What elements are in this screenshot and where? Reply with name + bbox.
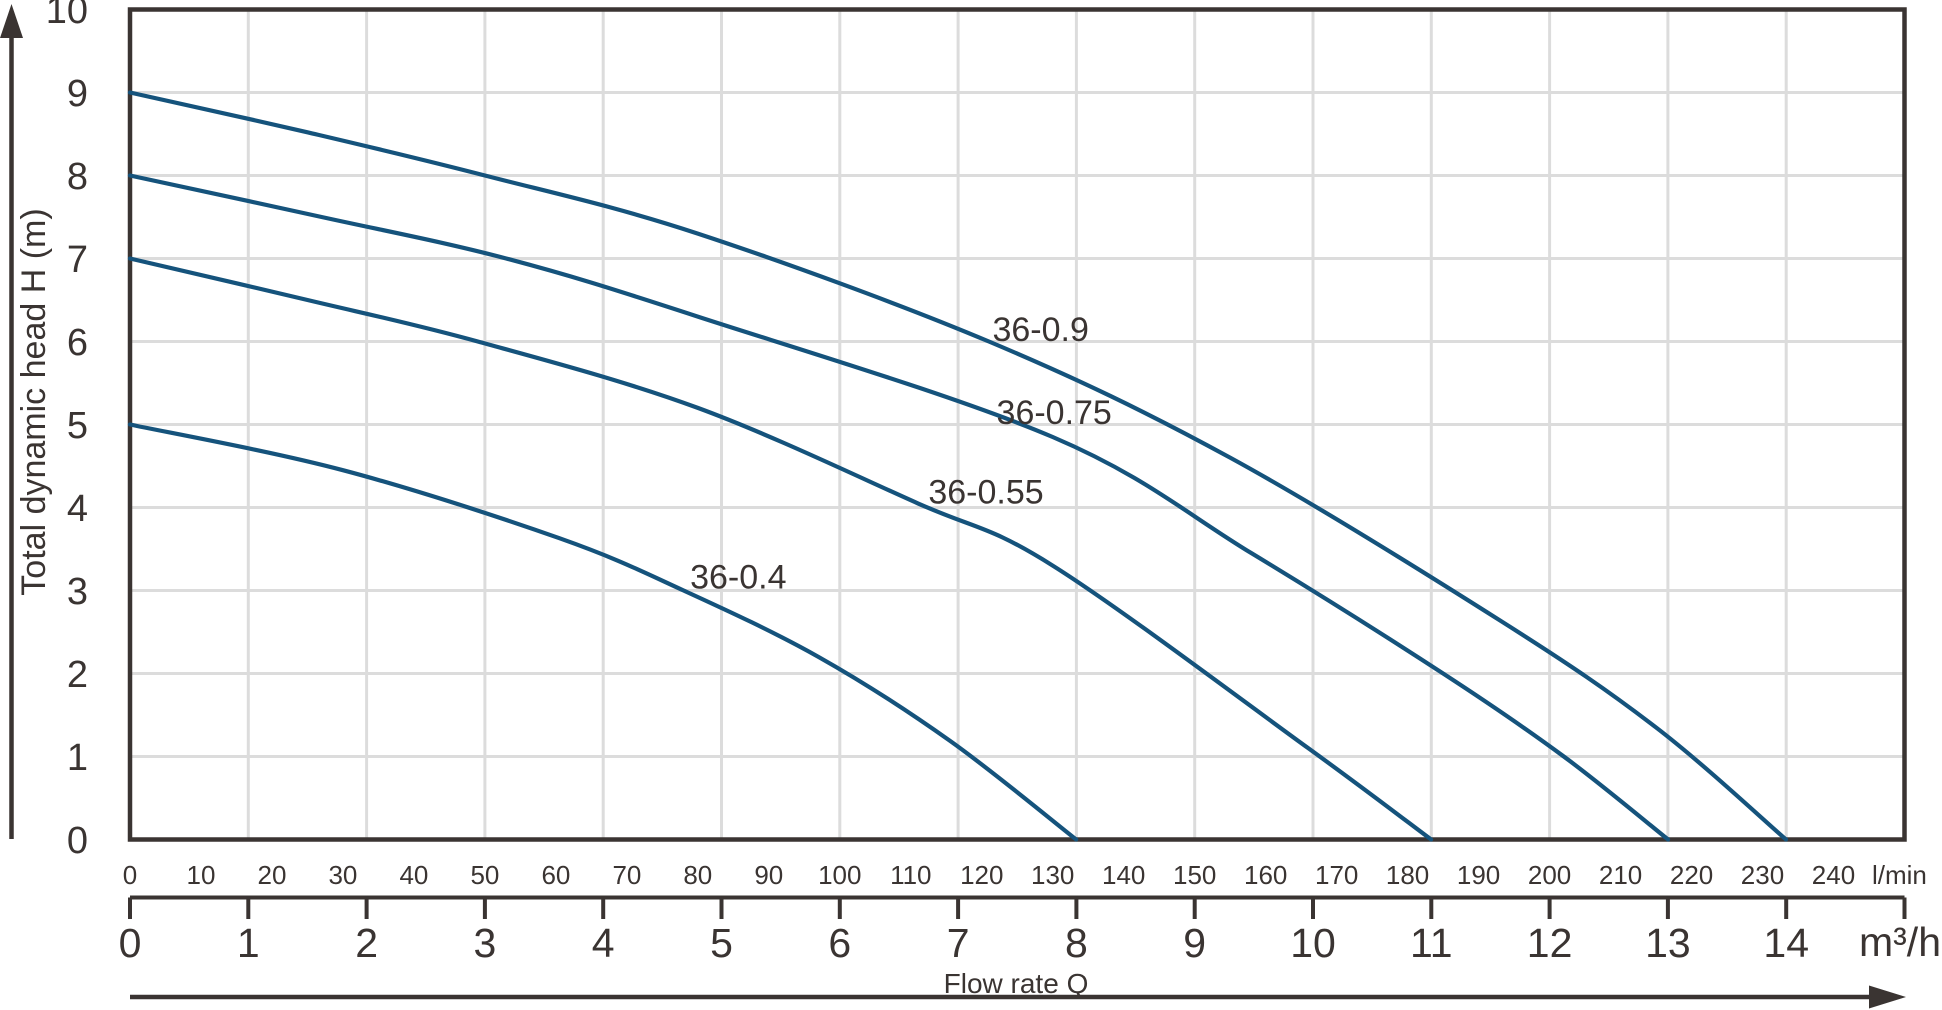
y-tick-label: 4 [67, 488, 88, 530]
x-tick-label-lmin: 10 [187, 860, 216, 890]
y-tick-label: 9 [67, 73, 88, 115]
x-tick-label-lmin: 240 [1812, 860, 1855, 890]
pump-curve-36-0.75 [127, 173, 1671, 842]
x-tick-label-lmin: 200 [1528, 860, 1571, 890]
y-tick-label: 1 [67, 737, 88, 779]
y-tick-label: 3 [67, 571, 88, 613]
x-tick-label-m3h: 2 [355, 920, 378, 966]
pump-curve-36-0.9 [127, 90, 1789, 842]
x-tick-label-lmin: 100 [818, 860, 861, 890]
y-tick-label: 2 [67, 654, 88, 696]
y-axis-arrowhead-icon [0, 4, 23, 38]
x-tick-label-lmin: 130 [1031, 860, 1074, 890]
x-tick-label-lmin: 230 [1741, 860, 1784, 890]
x-tick-label-m3h: 10 [1290, 920, 1336, 966]
pump-curve-36-0.4 [127, 422, 1079, 842]
x-tick-label-m3h: 0 [119, 920, 142, 966]
x-tick-label-lmin: 120 [960, 860, 1003, 890]
x-axis-unit-lmin: l/min [1872, 860, 1927, 890]
y-tick-label: 0 [67, 820, 88, 862]
pump-curve-36-0.55 [127, 256, 1434, 842]
x-tick-label-m3h: 6 [828, 920, 851, 966]
curve-label-36-0.75: 36-0.75 [997, 394, 1112, 432]
x-tick-label-m3h: 11 [1410, 920, 1453, 966]
x-tick-label-lmin: 0 [123, 860, 137, 890]
x-tick-label-lmin: 30 [328, 860, 357, 890]
x-tick-label-lmin: 180 [1386, 860, 1429, 890]
curve-label-36-0.9: 36-0.9 [992, 311, 1088, 349]
x-tick-label-lmin: 110 [890, 860, 931, 890]
x-axis-title: Flow rate Q [944, 968, 1089, 999]
x-axis-unit-m3h: m³/h [1859, 919, 1941, 965]
x-tick-label-m3h: 4 [592, 920, 615, 966]
x-tick-label-lmin: 170 [1315, 860, 1358, 890]
x-tick-label-lmin: 60 [541, 860, 570, 890]
x-tick-label-m3h: 13 [1645, 920, 1691, 966]
x-tick-label-lmin: 20 [258, 860, 287, 890]
x-tick-label-m3h: 8 [1065, 920, 1088, 966]
y-tick-label: 6 [67, 322, 88, 364]
x-axis-arrowhead-icon [1869, 985, 1906, 1009]
curve-label-36-0.4: 36-0.4 [690, 558, 786, 596]
x-tick-label-lmin: 220 [1670, 860, 1713, 890]
x-tick-label-m3h: 1 [237, 920, 260, 966]
x-tick-label-lmin: 70 [612, 860, 641, 890]
x-tick-label-lmin: 150 [1173, 860, 1216, 890]
x-tick-label-lmin: 210 [1599, 860, 1642, 890]
x-tick-label-lmin: 140 [1102, 860, 1145, 890]
x-tick-label-m3h: 9 [1183, 920, 1206, 966]
y-axis-title: Total dynamic head H (m) [15, 208, 53, 595]
x-tick-label-lmin: 160 [1244, 860, 1287, 890]
y-tick-label: 10 [46, 0, 88, 32]
x-tick-label-m3h: 7 [947, 920, 970, 966]
x-tick-label-m3h: 3 [473, 920, 496, 966]
x-tick-label-m3h: 5 [710, 920, 733, 966]
y-tick-label: 8 [67, 156, 88, 198]
x-tick-label-m3h: 14 [1763, 920, 1809, 966]
x-tick-label-lmin: 50 [470, 860, 499, 890]
x-tick-label-lmin: 90 [754, 860, 783, 890]
y-tick-label: 5 [67, 405, 88, 447]
x-tick-label-lmin: 190 [1457, 860, 1500, 890]
x-tick-label-lmin: 40 [399, 860, 428, 890]
x-tick-label-lmin: 80 [683, 860, 712, 890]
curve-label-36-0.55: 36-0.55 [928, 474, 1043, 512]
y-tick-label: 7 [67, 239, 88, 281]
x-tick-label-m3h: 12 [1527, 920, 1573, 966]
